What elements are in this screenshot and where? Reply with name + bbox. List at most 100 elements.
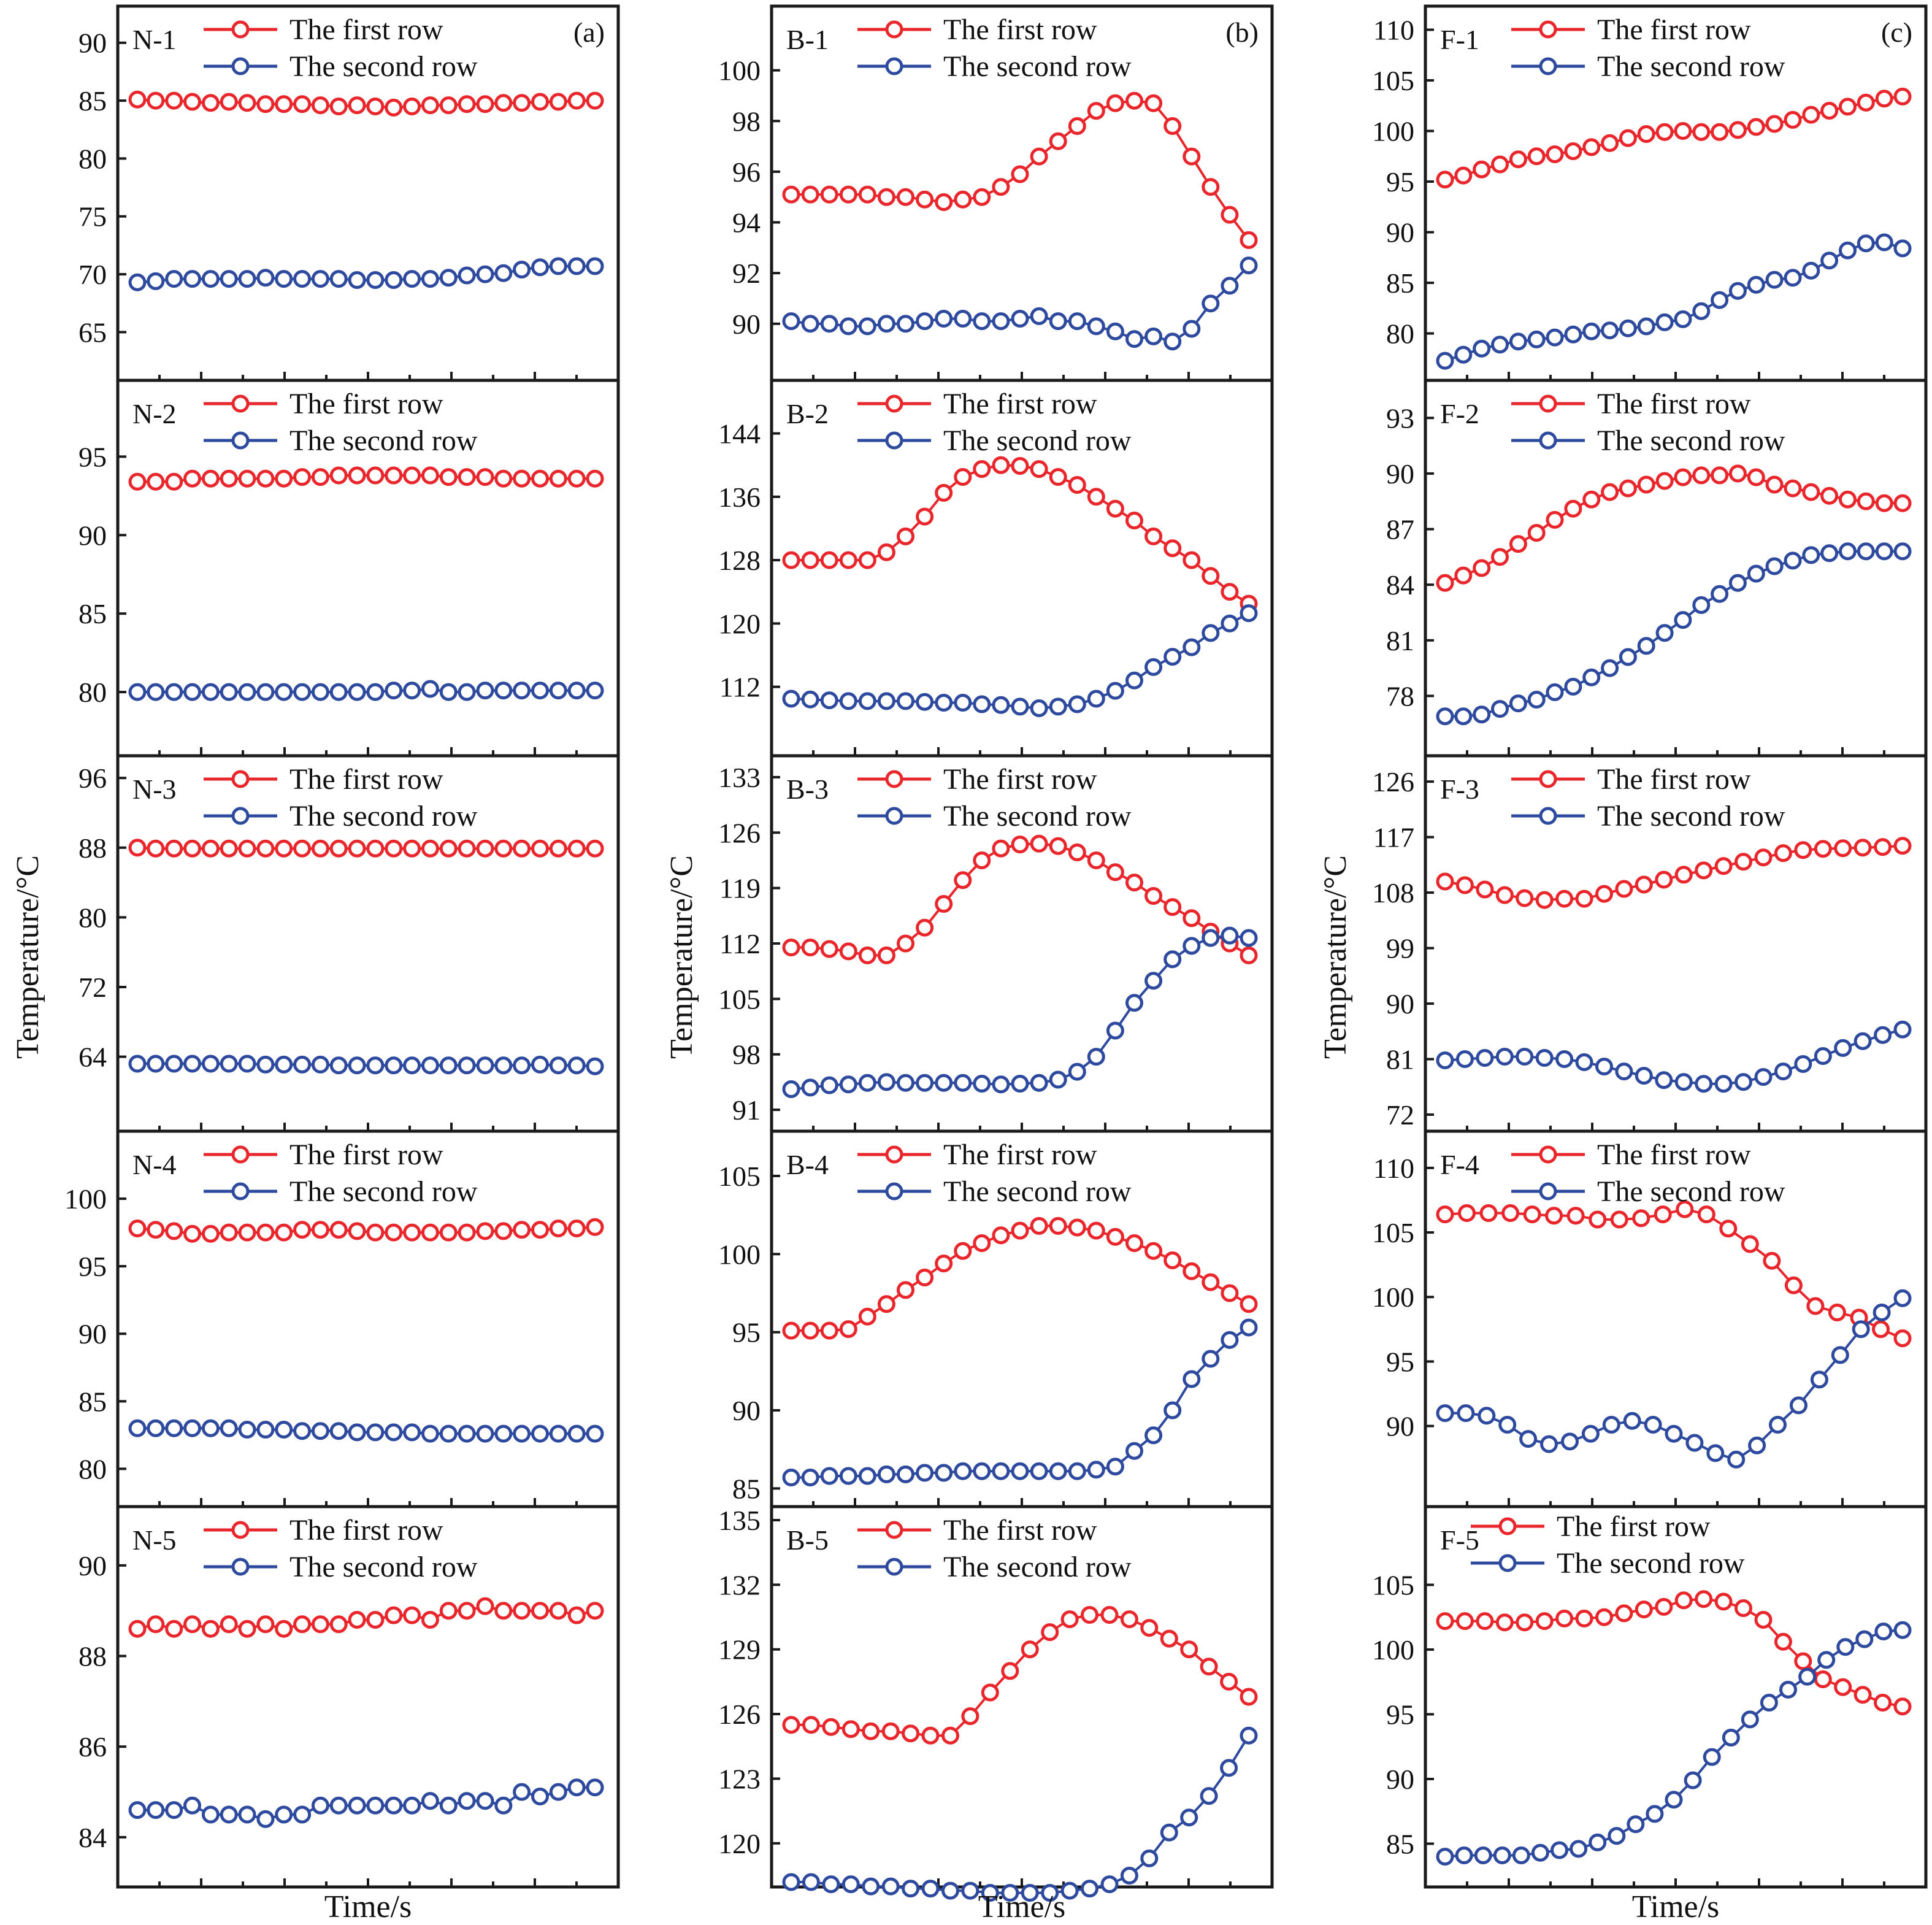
data-point-second-n-2	[128, 683, 147, 701]
data-point-first-n-1	[165, 91, 183, 110]
series-line-second-f-2	[1445, 550, 1903, 718]
data-point-first-f-1	[1436, 171, 1454, 189]
y-tick-label-b-5: 132	[718, 1569, 761, 1600]
data-point-first-b-2	[1125, 512, 1143, 529]
data-point-second-b-3	[973, 1075, 991, 1093]
legend-label-first-f-5: The first row	[1557, 1510, 1711, 1543]
data-point-first-n-2	[494, 469, 513, 488]
data-point-second-f-1	[1711, 291, 1729, 309]
data-point-second-f-5	[1474, 1846, 1492, 1864]
data-point-first-f-5	[1695, 1590, 1713, 1608]
data-point-second-f-5	[1455, 1846, 1473, 1864]
data-point-second-f-3	[1476, 1049, 1494, 1067]
data-point-first-b-4	[820, 1321, 838, 1340]
legend-marker-first-n-3	[231, 770, 250, 788]
data-point-second-b-3	[916, 1074, 934, 1092]
data-point-second-f-5	[1779, 1680, 1797, 1699]
data-point-first-b-2	[782, 551, 800, 569]
data-point-first-f-4	[1589, 1210, 1607, 1229]
data-point-second-b-1	[1087, 317, 1105, 336]
data-point-second-b-5	[802, 1873, 820, 1891]
data-point-first-b-2	[858, 551, 876, 569]
data-point-first-n-5	[439, 1602, 458, 1620]
data-point-first-b-1	[858, 185, 876, 204]
data-point-second-b-5	[961, 1881, 979, 1900]
data-point-second-f-2	[1601, 659, 1619, 677]
data-point-first-b-1	[1087, 102, 1105, 120]
legend-label-second-n-4: The second row	[289, 1175, 478, 1208]
data-point-second-b-2	[935, 694, 953, 712]
data-point-second-f-1	[1857, 234, 1875, 253]
data-point-second-b-3	[1106, 1021, 1124, 1040]
data-point-first-n-5	[293, 1615, 312, 1634]
data-point-first-b-2	[820, 551, 838, 569]
data-point-second-f-2	[1473, 705, 1491, 724]
y-axis-label-right: Temperature/°C	[1318, 855, 1353, 1059]
data-point-second-f-4	[1727, 1450, 1746, 1469]
data-point-second-n-2	[403, 682, 421, 700]
data-point-first-n-2	[403, 466, 421, 485]
data-point-second-b-2	[839, 692, 857, 710]
data-point-second-b-3	[858, 1074, 876, 1092]
data-point-first-n-1	[329, 98, 348, 115]
data-point-first-b-4	[916, 1269, 934, 1286]
data-point-first-n-4	[256, 1223, 275, 1242]
y-tick-label-b-5: 120	[718, 1828, 761, 1859]
data-point-first-n-1	[586, 91, 604, 110]
data-point-second-b-4	[992, 1462, 1010, 1480]
data-point-second-b-5	[1041, 1884, 1059, 1902]
data-point-second-b-1	[1240, 256, 1258, 275]
y-tick-label-n-2: 90	[79, 520, 107, 551]
data-point-first-n-1	[494, 94, 513, 112]
data-point-first-f-1	[1875, 90, 1893, 108]
data-point-first-f-2	[1747, 468, 1765, 486]
data-point-second-n-2	[513, 682, 531, 700]
data-point-second-b-3	[820, 1076, 838, 1094]
data-point-second-f-4	[1602, 1416, 1620, 1434]
data-point-first-b-2	[1011, 457, 1029, 475]
data-point-first-n-4	[458, 1223, 476, 1242]
data-point-first-n-5	[421, 1611, 439, 1629]
data-point-second-b-5	[1220, 1759, 1238, 1777]
data-point-first-b-1	[1183, 147, 1201, 166]
legend-marker-first-n-1	[231, 20, 250, 39]
y-axis-label-middle: Temperature/°C	[664, 855, 699, 1059]
data-point-first-b-2	[839, 551, 857, 569]
legend-label-second-n-3: The second row	[289, 800, 478, 832]
y-tick-label-f-4: 95	[1386, 1346, 1414, 1377]
legend-label-second-f-3: The second row	[1597, 800, 1785, 832]
data-point-first-b-5	[921, 1726, 940, 1745]
data-point-second-f-5	[1493, 1846, 1511, 1864]
data-point-first-b-1	[1068, 117, 1086, 135]
data-point-second-b-3	[897, 1074, 914, 1092]
data-point-second-n-1	[201, 270, 220, 288]
y-tick-label-f-3: 72	[1386, 1099, 1414, 1131]
data-point-second-n-5	[201, 1805, 220, 1824]
data-point-second-n-4	[421, 1424, 439, 1443]
data-point-first-f-2	[1601, 483, 1619, 501]
data-point-second-n-4	[147, 1419, 165, 1437]
data-point-second-n-5	[348, 1796, 366, 1815]
data-point-first-b-2	[877, 543, 895, 561]
data-point-second-f-1	[1582, 322, 1601, 340]
y-tick-label-n-1: 65	[79, 317, 107, 348]
data-point-first-b-5	[1100, 1606, 1119, 1624]
data-point-second-b-3	[1068, 1062, 1086, 1081]
data-point-second-n-2	[421, 680, 439, 698]
data-point-second-n-4	[385, 1423, 403, 1442]
legend-label-second-f-2: The second row	[1597, 425, 1785, 457]
data-point-first-f-4	[1610, 1210, 1628, 1229]
data-point-second-f-5	[1817, 1651, 1836, 1669]
data-point-second-b-4	[1030, 1462, 1048, 1480]
y-tick-label-b-5: 135	[718, 1505, 761, 1536]
data-point-second-f-3	[1615, 1062, 1633, 1081]
data-point-first-n-3	[567, 839, 586, 858]
y-tick-label-b-2: 112	[719, 672, 761, 703]
data-point-first-f-2	[1692, 466, 1711, 485]
data-point-second-f-2	[1436, 707, 1454, 726]
data-point-second-n-2	[165, 683, 183, 701]
data-point-second-n-3	[586, 1057, 604, 1075]
data-point-first-n-5	[586, 1602, 604, 1620]
data-point-second-n-3	[183, 1055, 201, 1073]
data-point-second-f-1	[1491, 336, 1509, 354]
